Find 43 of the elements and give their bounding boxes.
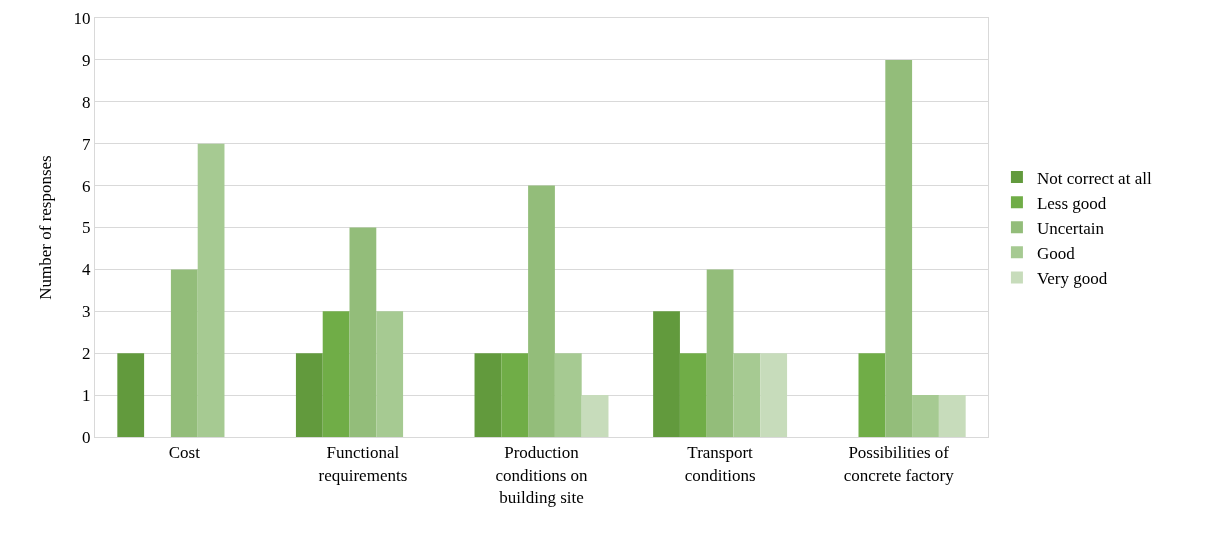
bar	[376, 311, 404, 437]
y-axis-title: Number of responses	[36, 155, 55, 300]
bar	[581, 395, 609, 437]
bar	[858, 353, 886, 437]
legend-label: Not correct at all	[1036, 168, 1152, 188]
y-tick-label: 10	[73, 8, 91, 28]
x-tick-label: Functional requirements	[318, 443, 408, 485]
bar	[938, 395, 966, 437]
y-tick-label: 8	[82, 92, 91, 112]
bar	[322, 311, 350, 437]
bar	[679, 353, 707, 437]
bar	[554, 353, 582, 437]
bar	[912, 395, 939, 437]
legend-label: Uncertain	[1036, 218, 1105, 238]
bar	[733, 353, 761, 437]
bar	[170, 269, 198, 437]
legend-label: Very good	[1036, 269, 1108, 289]
bar	[117, 353, 145, 437]
y-tick-label: 1	[82, 386, 91, 406]
y-tick-label: 3	[82, 302, 91, 322]
x-tick-label: Transport conditions	[684, 443, 756, 485]
bar	[706, 269, 734, 437]
bar	[197, 143, 225, 437]
legend-label: Good	[1036, 243, 1076, 263]
bar	[885, 59, 913, 437]
bar	[653, 311, 680, 437]
y-tick-label: 6	[82, 176, 91, 196]
y-tick-label: 7	[82, 134, 92, 154]
x-tick-label: Production conditions on building site	[495, 443, 589, 507]
y-tick-label: 0	[82, 427, 91, 447]
bar	[349, 227, 377, 437]
bar	[528, 185, 555, 437]
bar	[760, 353, 788, 437]
bar	[295, 353, 323, 437]
y-tick-label: 2	[82, 344, 91, 364]
bar	[474, 353, 502, 437]
x-tick-label: Possibilities of concrete factory	[843, 443, 955, 485]
legend-label: Less good	[1036, 193, 1107, 213]
x-tick-label: Cost	[168, 443, 201, 463]
y-tick-label: 4	[82, 260, 92, 280]
y-tick-label: 9	[82, 50, 91, 70]
y-tick-label: 5	[82, 218, 91, 238]
bar	[501, 353, 529, 437]
